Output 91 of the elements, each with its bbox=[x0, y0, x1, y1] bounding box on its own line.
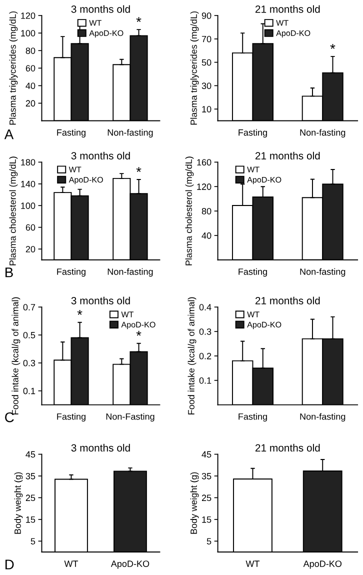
y-tick-label: 5 bbox=[30, 538, 36, 544]
y-tick-label: 90 bbox=[202, 12, 212, 19]
y-tick-label: 120 bbox=[21, 12, 36, 19]
x-tick-label: Non-fasting bbox=[300, 268, 346, 277]
x-tick-label: Fasting bbox=[57, 129, 86, 138]
chart-title: 21 months old bbox=[255, 296, 320, 304]
y-axis-title: Plasma triglycerides (mg/dL) bbox=[9, 12, 18, 125]
y-tick-label: 180 bbox=[21, 159, 36, 166]
legend-label: ApoD-KO bbox=[247, 322, 282, 330]
chart-title: 3 months old bbox=[71, 296, 130, 304]
y-tick-label: 80 bbox=[26, 48, 36, 54]
y-tick-label: 70 bbox=[202, 36, 212, 42]
y-tick-label: 80 bbox=[202, 208, 212, 214]
x-tick-label: ApoD-KO bbox=[110, 560, 150, 569]
y-tick-label: 0.5 bbox=[23, 332, 36, 338]
y-axis-title: Food intake (kcal/g of animal) bbox=[188, 297, 196, 414]
chart-title: 21 months old bbox=[255, 444, 320, 452]
x-tick-label: Non-fasting bbox=[108, 268, 153, 277]
y-axis-title: Plasma cholesterol (mg/dL) bbox=[185, 156, 194, 266]
x-tick-label: Non-Fasting bbox=[106, 413, 154, 422]
y-tick-label: 0.2 bbox=[199, 352, 212, 360]
y-tick-label: 0.1 bbox=[199, 377, 212, 384]
y-tick-label: 0.4 bbox=[199, 304, 212, 310]
y-tick-label: 45 bbox=[26, 451, 36, 458]
chart-title: 21 months old bbox=[255, 5, 320, 13]
legend-label: ApoD-KO bbox=[121, 322, 156, 330]
y-tick-label: 60 bbox=[26, 65, 36, 72]
x-tick-label: Fasting bbox=[238, 129, 267, 138]
y-tick-label: 40 bbox=[26, 82, 36, 90]
chart-title: 3 months old bbox=[71, 444, 130, 452]
y-tick-label: 15 bbox=[26, 516, 36, 523]
y-axis-title: Plasma triglycerides (mg/dL) bbox=[190, 12, 199, 125]
annotation: * bbox=[136, 330, 142, 336]
y-tick-label: 5 bbox=[206, 538, 212, 544]
y-tick-label: 35 bbox=[202, 472, 212, 480]
text: B bbox=[5, 268, 13, 278]
y-tick-label: 0.1 bbox=[23, 388, 36, 394]
chart-title: 3 months old bbox=[71, 152, 130, 160]
annotation: * bbox=[136, 17, 142, 22]
y-tick-label: 10 bbox=[202, 106, 212, 112]
y-tick-label: 100 bbox=[21, 202, 36, 209]
y-tick-label: 50 bbox=[202, 59, 212, 66]
y-tick-label: 20 bbox=[26, 246, 36, 252]
legend-label: ApoD-KO bbox=[89, 30, 124, 38]
x-tick-label: Fasting bbox=[57, 413, 86, 422]
x-tick-label: Non-fasting bbox=[300, 413, 346, 422]
x-tick-label: WT bbox=[64, 560, 78, 567]
y-tick-label: 15 bbox=[202, 516, 212, 523]
text: C bbox=[5, 412, 14, 422]
y-tick-label: 25 bbox=[202, 494, 212, 502]
y-axis-title: Body weight (g) bbox=[14, 472, 23, 534]
x-tick-label: Fasting bbox=[238, 268, 267, 277]
annotation: * bbox=[136, 167, 142, 172]
y-tick-label: 35 bbox=[26, 472, 36, 480]
annotation: * bbox=[77, 310, 82, 315]
y-tick-label: 140 bbox=[21, 180, 36, 188]
legend-label: ApoD-KO bbox=[247, 176, 282, 184]
legend-label: WT bbox=[247, 312, 260, 318]
chart-title: 21 months old bbox=[255, 152, 320, 160]
y-tick-label: 0.3 bbox=[199, 328, 212, 335]
legend-label: ApoD-KO bbox=[68, 176, 103, 184]
legend-label: WT bbox=[89, 20, 102, 26]
legend-label: WT bbox=[276, 20, 288, 26]
y-axis-title: Body weight (g) bbox=[190, 472, 199, 534]
y-axis-title: Food intake (kcal/g of animal) bbox=[12, 297, 20, 414]
y-tick-label: 0.3 bbox=[23, 360, 36, 366]
y-tick-label: 160 bbox=[197, 159, 212, 166]
x-tick-label: Non-fasting bbox=[108, 129, 153, 138]
text: D bbox=[5, 560, 14, 570]
legend-label: ApoD-KO bbox=[276, 30, 310, 38]
y-tick-label: 20 bbox=[26, 100, 36, 107]
x-tick-label: Fasting bbox=[57, 268, 86, 277]
y-tick-label: 100 bbox=[21, 30, 36, 36]
y-tick-label: 30 bbox=[202, 82, 212, 90]
x-tick-label: Non-fasting bbox=[300, 129, 346, 138]
legend-label: WT bbox=[121, 312, 134, 318]
x-tick-label: ApoD-KO bbox=[303, 560, 342, 569]
text: A bbox=[4, 130, 14, 140]
chart-title: 3 months old bbox=[71, 5, 130, 13]
legend-label: WT bbox=[68, 166, 82, 172]
y-tick-label: 0.7 bbox=[23, 304, 36, 310]
y-tick-label: 40 bbox=[202, 232, 212, 239]
y-tick-label: 60 bbox=[26, 224, 36, 231]
x-tick-label: WT bbox=[246, 560, 260, 567]
annotation: * bbox=[330, 44, 336, 49]
y-axis-title: Plasma cholesterol (mg/dL) bbox=[9, 156, 18, 266]
y-tick-label: 45 bbox=[202, 451, 212, 458]
y-tick-label: 25 bbox=[26, 494, 36, 502]
legend-label: WT bbox=[247, 166, 260, 172]
x-tick-label: Fasting bbox=[238, 413, 267, 422]
y-tick-label: 120 bbox=[197, 184, 212, 190]
